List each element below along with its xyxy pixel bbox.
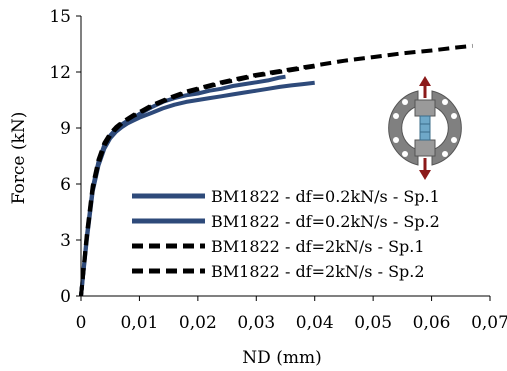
y-tick-label: 3	[60, 231, 71, 251]
plot-lines	[79, 43, 473, 297]
x-tick-label: 0,01	[120, 313, 158, 333]
specimen	[419, 115, 431, 141]
clamp-hole	[402, 99, 408, 105]
tensile-specimen-clamp-icon	[388, 76, 462, 180]
x-tick-label: 0,05	[354, 313, 392, 333]
legend-label-3: BM1822 - df=2kN/s - Sp.1	[211, 237, 425, 256]
clamp-hole	[442, 99, 448, 105]
x-tick-label: 0	[76, 313, 87, 333]
x-tick-label: 0,02	[179, 313, 217, 333]
x-tick-label: 0,04	[296, 313, 334, 333]
y-tick-label: 15	[49, 7, 71, 27]
legend-entry-4: BM1822 - df=2kN/s - Sp.2	[132, 262, 425, 281]
clamp-hole	[402, 151, 408, 157]
clamp-hole	[451, 113, 457, 119]
x-tick-label: 0,03	[237, 313, 275, 333]
axes	[80, 16, 490, 297]
legend-label-2: BM1822 - df=0.2kN/s - Sp.2	[211, 212, 440, 231]
x-tick-label: 0,06	[413, 313, 451, 333]
arrow-up-icon	[419, 76, 431, 86]
y-axis-title: Force (kN)	[9, 112, 29, 205]
legend: BM1822 - df=0.2kN/s - Sp.1 BM1822 - df=0…	[132, 187, 440, 281]
grip-bottom	[414, 139, 436, 157]
legend-entry-3: BM1822 - df=2kN/s - Sp.1	[132, 237, 425, 256]
series-line-3	[79, 43, 473, 297]
legend-entry-2: BM1822 - df=0.2kN/s - Sp.2	[132, 212, 440, 231]
y-tick-label: 12	[49, 63, 71, 83]
legend-label-4: BM1822 - df=2kN/s - Sp.2	[211, 262, 425, 281]
y-ticks: 0 3 6 9 12 15	[49, 7, 81, 307]
y-tick-label: 0	[60, 287, 71, 307]
clamp-hole	[451, 137, 457, 143]
clamp-hole	[442, 151, 448, 157]
clamp-hole	[393, 137, 399, 143]
arrow-down-icon	[419, 170, 431, 180]
y-tick-label: 6	[60, 175, 71, 195]
grip-top	[414, 99, 436, 117]
clamp-hole	[393, 113, 399, 119]
clamp-left-half	[388, 90, 419, 166]
x-ticks: 0 0,01 0,02 0,03 0,04 0,05 0,06 0,07	[76, 296, 507, 333]
x-tick-label: 0,07	[471, 313, 507, 333]
legend-entry-1: BM1822 - df=0.2kN/s - Sp.1	[132, 187, 440, 206]
legend-label-1: BM1822 - df=0.2kN/s - Sp.1	[211, 187, 440, 206]
x-axis-title: ND (mm)	[242, 348, 321, 368]
y-tick-label: 9	[60, 119, 71, 139]
clamp-right-half	[431, 90, 462, 166]
